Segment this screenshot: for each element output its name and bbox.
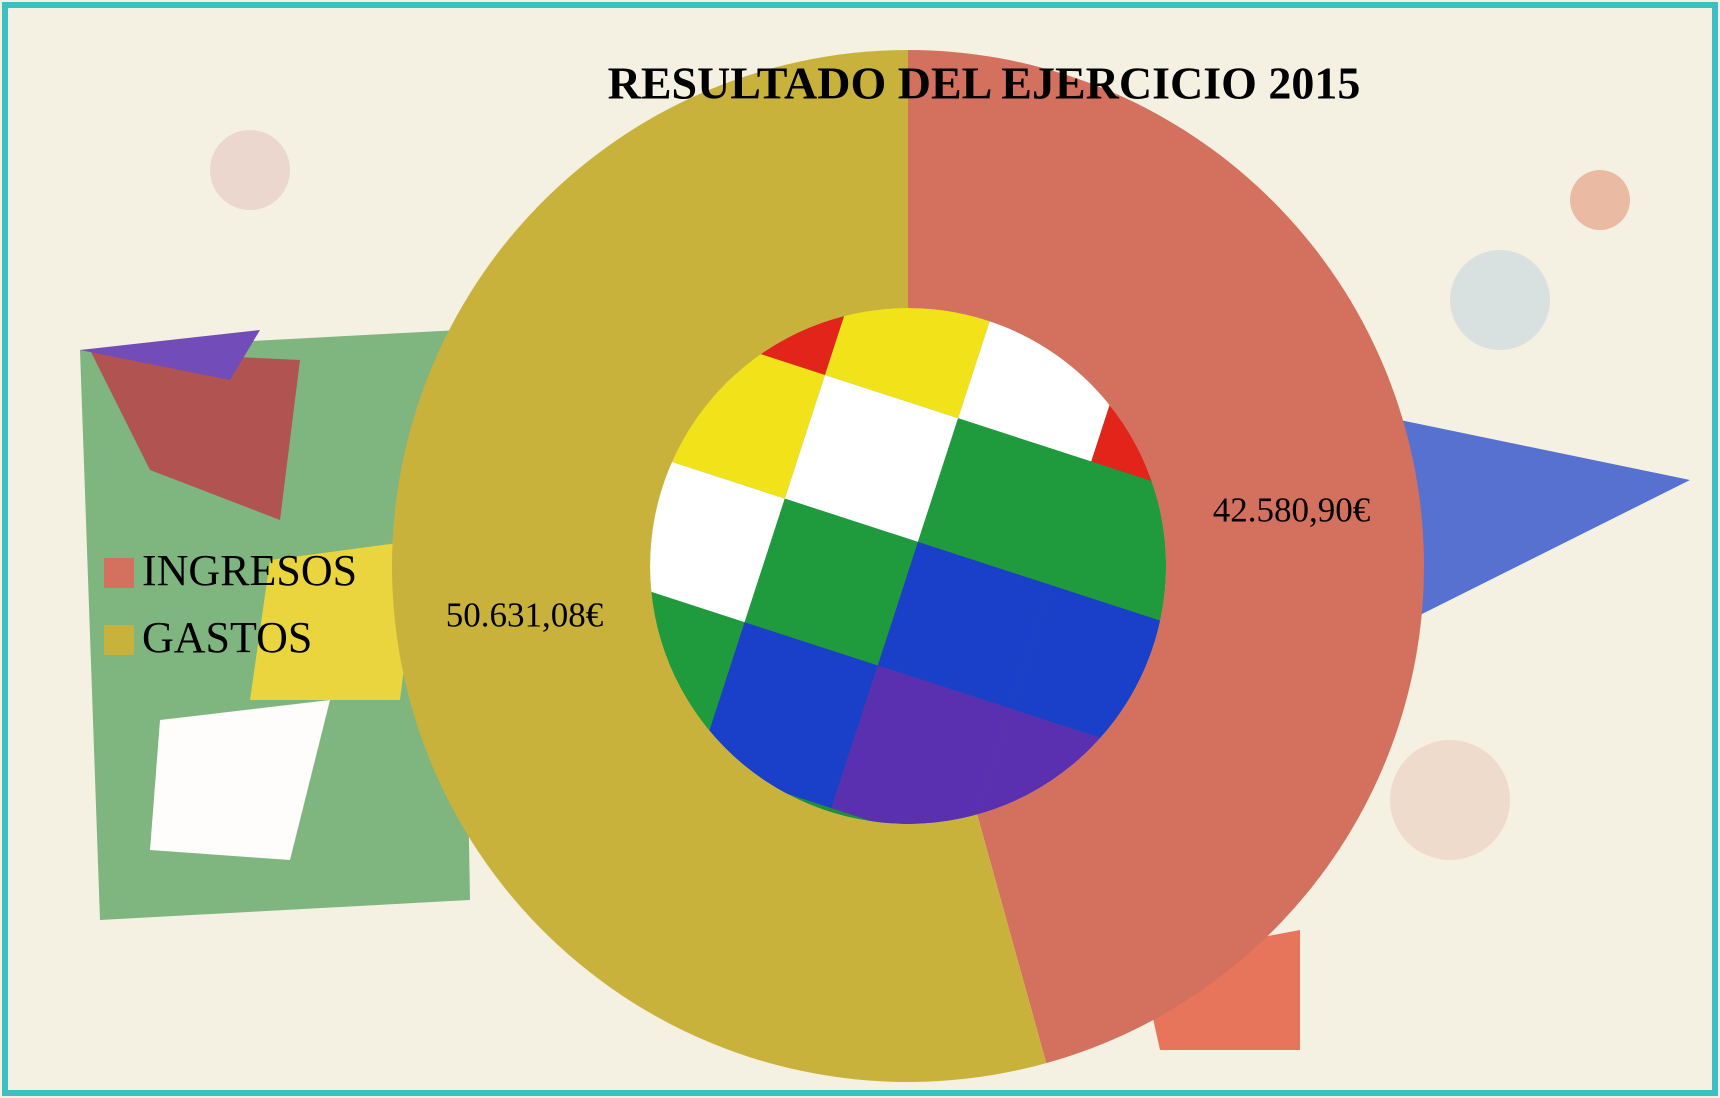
legend-swatch <box>104 625 134 655</box>
legend-label: INGRESOS <box>142 546 357 595</box>
legend-swatch <box>104 558 134 588</box>
chart: RESULTADO DEL EJERCICIO 2015 42.580,90€ 5… <box>0 0 1720 1098</box>
legend-label: GASTOS <box>142 613 312 662</box>
chart-title: RESULTADO DEL EJERCICIO 2015 <box>608 58 1361 109</box>
value-label: 50.631,08€ <box>446 595 604 634</box>
value-label: 42.580,90€ <box>1213 491 1371 530</box>
